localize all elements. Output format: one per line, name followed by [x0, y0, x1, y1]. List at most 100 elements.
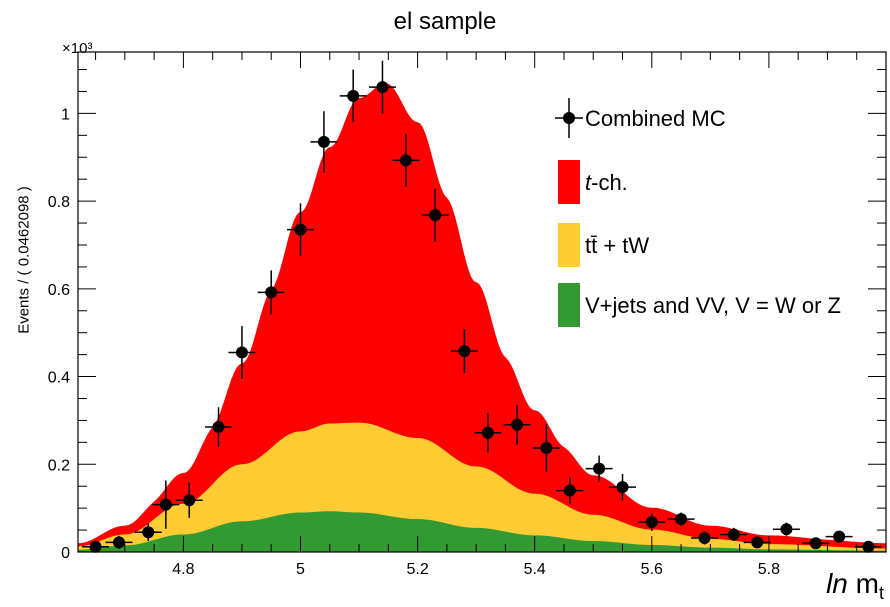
- combined-mc-point: [503, 405, 531, 445]
- combined-mc-point: [82, 540, 110, 553]
- legend-entry: tt̄ + tW: [558, 223, 649, 267]
- legend-label: V+jets and VV, V = W or Z: [585, 293, 841, 318]
- data-marker: [317, 135, 330, 148]
- y-axis-multiplier: ×10³: [62, 40, 93, 57]
- x-tick-label: 5: [296, 561, 305, 578]
- combined-mc-point: [450, 329, 478, 374]
- data-marker: [159, 498, 172, 511]
- legend-label-rest: -ch.: [591, 170, 628, 195]
- data-marker: [780, 523, 793, 536]
- y-tick-label: 1: [61, 106, 70, 123]
- legend-entry: Combined MC: [555, 98, 726, 138]
- data-marker: [481, 426, 494, 439]
- area-v-jets-and-vv-v-w-or-z: [78, 511, 886, 552]
- x-axis-label-italic: ln: [826, 568, 848, 599]
- legend-label: t-ch.: [585, 170, 628, 195]
- x-tick-label: 5.4: [524, 561, 546, 578]
- combined-mc-point: [152, 480, 180, 529]
- legend-swatch: [558, 160, 580, 204]
- combined-mc-point: [105, 535, 133, 549]
- combined-mc-point: [772, 522, 800, 536]
- legend-label: tt̄ + tW: [585, 233, 649, 258]
- data-marker: [294, 223, 307, 236]
- data-marker: [183, 494, 196, 507]
- x-axis-label-sub: t: [878, 583, 884, 603]
- x-tick-label: 4.8: [172, 561, 194, 578]
- combined-mc-point: [532, 423, 560, 473]
- area-t-ch-: [78, 83, 886, 552]
- data-marker: [458, 345, 471, 358]
- data-marker: [809, 537, 822, 550]
- data-marker: [399, 154, 412, 167]
- legend-label: Combined MC: [585, 106, 726, 131]
- data-marker: [142, 526, 155, 539]
- combined-mc-point: [368, 60, 396, 114]
- combined-mc-point: [825, 530, 853, 543]
- stacked-areas: [78, 83, 886, 552]
- legend-swatch: [558, 283, 580, 327]
- combined-mc-point: [585, 455, 613, 482]
- chart-title: el sample: [393, 8, 497, 35]
- legend-entry: V+jets and VV, V = W or Z: [558, 283, 841, 327]
- data-marker: [563, 484, 576, 497]
- combined-mc-point: [257, 270, 285, 315]
- plot-border: [77, 51, 887, 553]
- y-tick-label: 0.4: [48, 370, 70, 387]
- x-axis-label-main: m: [855, 568, 879, 599]
- y-tick-label: 0.2: [48, 457, 70, 474]
- data-marker: [212, 421, 225, 433]
- combined-mc-point: [228, 326, 256, 379]
- combined-mc-point: [802, 537, 830, 550]
- data-marker: [727, 528, 740, 541]
- legend-entry: t-ch.: [558, 160, 628, 204]
- data-marker: [698, 531, 711, 544]
- combined-mc-point: [287, 203, 314, 256]
- combined-mc-point: [205, 407, 232, 447]
- combined-mc-point: [392, 134, 420, 187]
- data-marker: [751, 536, 764, 549]
- data-marker: [265, 286, 278, 299]
- combined-mc-point: [854, 540, 882, 553]
- combined-mc-point: [339, 69, 367, 123]
- combined-mc-point: [421, 188, 449, 242]
- x-axis-label: ln mt: [826, 568, 884, 604]
- plot-frame: [77, 51, 887, 553]
- data-marker: [347, 89, 360, 102]
- data-marker: [862, 540, 875, 553]
- legend-swatch: [558, 223, 580, 267]
- combined-mc-point: [691, 531, 718, 545]
- combined-mc-point: [310, 111, 338, 173]
- combined-mc-point: [667, 512, 695, 526]
- combined-mc-point: [556, 477, 584, 504]
- combined-mc-point: [474, 412, 502, 453]
- legend-marker: [563, 112, 575, 124]
- combined-mc-point: [638, 513, 666, 531]
- data-marker: [645, 516, 658, 529]
- combined-mc-points: [82, 60, 882, 553]
- combined-mc-point: [175, 482, 203, 518]
- x-tick-label: 5.2: [406, 561, 428, 578]
- y-tick-label: 0: [61, 545, 70, 562]
- data-marker: [833, 530, 846, 543]
- legend-label-italic: t: [585, 170, 592, 195]
- combined-mc-point: [743, 536, 771, 549]
- legend: Combined MC t-ch. tt̄ + tW V+jets and VV, V…: [555, 98, 841, 327]
- data-marker: [89, 540, 102, 553]
- combined-mc-point: [609, 473, 636, 501]
- y-tick-label: 0.6: [48, 282, 70, 299]
- data-marker: [616, 481, 629, 494]
- data-marker: [376, 81, 389, 94]
- data-marker: [540, 442, 553, 455]
- combined-mc-point: [720, 527, 748, 542]
- y-tick-label: 0.8: [48, 194, 70, 211]
- x-tick-label: 5.8: [758, 561, 780, 578]
- data-marker: [112, 536, 125, 549]
- axis-ticks: 4.8 5 5.2 5.4 5.6 5.8 0 0.2 0.4 0.6 0.8 1: [48, 52, 886, 578]
- x-tick-label: 5.6: [641, 561, 663, 578]
- data-marker: [511, 418, 524, 431]
- data-marker: [235, 346, 248, 359]
- combined-mc-point: [134, 523, 162, 542]
- data-marker: [429, 209, 442, 222]
- data-marker: [675, 513, 688, 526]
